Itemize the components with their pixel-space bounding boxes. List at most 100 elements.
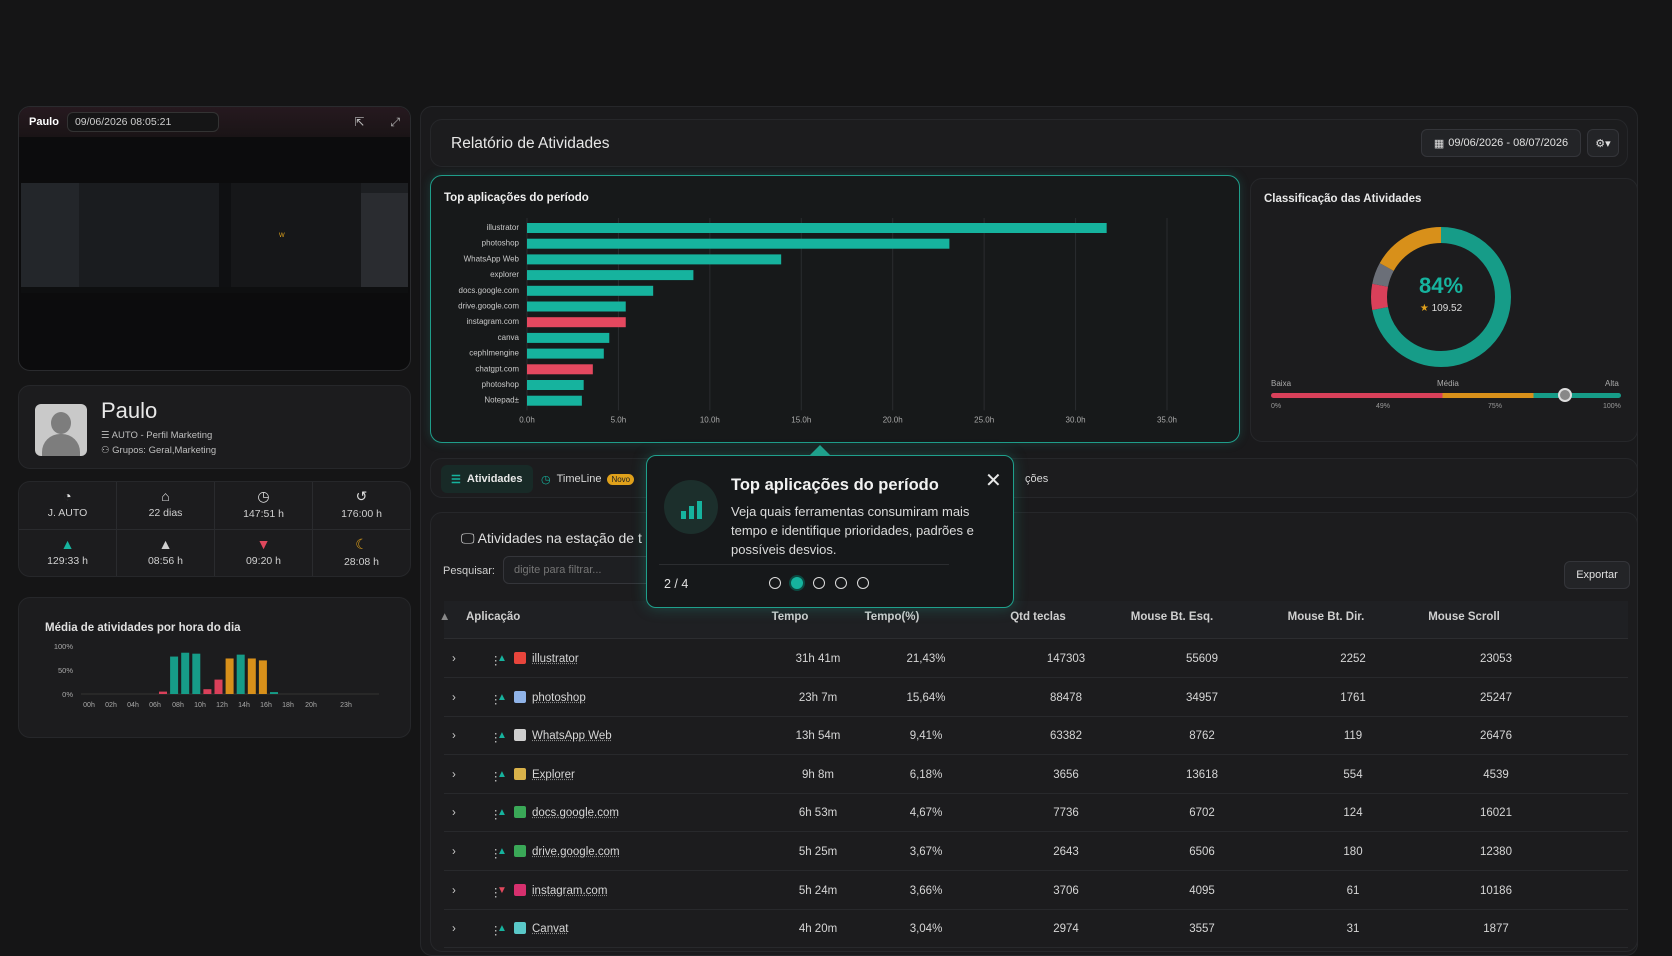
table-row[interactable]: › ⋮ ▲ docs.google.com 6h 53m 4,67% 7736 6702 124… [444,794,1628,832]
bar[interactable] [527,239,949,249]
x-tick-label: 30.0h [1066,415,1086,424]
thumbs-up-icon[interactable]: ▲ [497,653,507,664]
hour-bar[interactable] [226,658,234,694]
thumbs-up-icon[interactable]: ▲ [497,769,507,780]
gear-icon: ⚙▾ [1595,137,1610,150]
step-dot[interactable] [769,577,781,589]
app-name[interactable]: illustrator [532,653,579,665]
close-icon[interactable]: ✕ [985,468,1002,493]
table-row[interactable]: › ⋮ ▲ drive.google.com 5h 25m 3,67% 2643 6506 18… [444,833,1628,871]
app-name[interactable]: instagram.com [532,885,607,897]
stats-grid: ◔ J. AUTO ⌂ 22 dias ◷ 147:51 h ↺ 176:00 h ▲ 129:3… [18,481,411,577]
hour-bar[interactable] [237,655,245,694]
app-name[interactable]: WhatsApp Web [532,730,612,742]
step-dot[interactable] [857,577,869,589]
expand-chevron-icon[interactable]: › [452,769,456,781]
category-label: photoshop [482,239,520,248]
table-row[interactable]: › ⋮ ▲ photoshop 23h 7m 15,64% 88478 34957 1761 25… [444,679,1628,717]
column-header[interactable]: Mouse Bt. Esq. [1112,611,1232,623]
step-dot[interactable] [791,577,803,589]
app-name[interactable]: docs.google.com [532,807,619,819]
bar[interactable] [527,333,609,343]
hour-bar[interactable] [259,660,267,694]
bar[interactable] [527,364,593,374]
stat-history: ↺ 176:00 h [313,482,411,530]
thumbs-up-icon[interactable]: ▲ [497,807,507,818]
bar[interactable] [527,223,1107,233]
thumbs-up-icon[interactable]: ▲ [497,846,507,857]
cell-pct: 4,67% [866,807,986,819]
column-header[interactable]: Mouse Scroll [1404,611,1524,623]
bar[interactable] [527,254,781,264]
bar[interactable] [527,270,693,280]
screenshot-thumbnail[interactable]: W [21,183,408,293]
app-name[interactable]: Canvat [532,923,568,935]
app-name[interactable]: drive.google.com [532,846,620,858]
expand-chevron-icon[interactable]: › [452,807,456,819]
open-external-icon[interactable]: ⇱ [354,115,364,129]
bar[interactable] [527,286,653,296]
expand-chevron-icon[interactable]: › [452,730,456,742]
expand-chevron-icon[interactable]: › [452,692,456,704]
hour-bar[interactable] [170,657,178,694]
column-header[interactable]: Tempo(%) [832,611,952,623]
hour-bar[interactable] [248,658,256,694]
scale-high: Alta [1605,379,1619,388]
profile-icon: ☰ [101,430,112,441]
bar[interactable] [527,380,584,390]
tab-timeline[interactable]: ◷ TimeLine Novo [531,465,644,493]
thumbs-up-icon[interactable]: ▲ [497,923,507,934]
table-row[interactable]: › ⋮ ▲ WhatsApp Web 13h 54m 9,41% 63382 8762 119 2… [444,717,1628,755]
bar[interactable] [527,302,626,312]
step-dot[interactable] [835,577,847,589]
clock-icon: ◷ [215,488,312,505]
column-header[interactable]: Aplicação [466,611,520,623]
table-row[interactable]: › ⋮ ▲ Canvat 4h 20m 3,04% 2974 3557 31 1877 [444,910,1628,948]
bar[interactable] [527,317,626,327]
tab-other[interactable]: ções [1015,465,1058,493]
bar[interactable] [527,396,582,406]
hour-bar[interactable] [215,680,223,694]
cell-pct: 15,64% [866,692,986,704]
app-name[interactable]: photoshop [532,692,586,704]
column-header[interactable]: Qtd teclas [978,611,1098,623]
hour-bar[interactable] [192,654,200,694]
hour-bar[interactable] [159,692,167,694]
thumbs-down-icon[interactable]: ▼ [497,885,507,896]
tab-activities[interactable]: ☰ Atividades [441,465,533,493]
x-tick-label: 20.0h [883,415,903,424]
step-dot[interactable] [813,577,825,589]
x-tick-label: 35.0h [1157,415,1177,424]
table-row[interactable]: › ⋮ ▲ Explorer 9h 8m 6,18% 3656 13618 554 4539 [444,756,1628,794]
tour-popup: Top aplicações do período Veja quais fer… [646,455,1014,608]
hour-bar[interactable] [270,692,278,694]
calendar-icon: ▦ [1434,137,1444,150]
settings-dropdown[interactable]: ⚙▾ [1587,129,1619,157]
expand-chevron-icon[interactable]: › [452,923,456,935]
expand-chevron-icon[interactable]: › [452,885,456,897]
category-label: explorer [490,270,519,279]
column-header[interactable]: Mouse Bt. Dir. [1266,611,1386,623]
whatsapp-icon [514,729,526,741]
hour-bar[interactable] [203,689,211,694]
expand-chevron-icon[interactable]: › [452,653,456,665]
date-range-picker[interactable]: ▦ 09/06/2026 - 08/07/2026 [1421,129,1581,157]
x-tick-label: 06h [149,702,161,709]
scale-knob[interactable] [1558,388,1572,402]
profile-line: AUTO - Perfil Marketing [112,430,213,441]
expand-chevron-icon[interactable]: › [452,846,456,858]
expand-icon[interactable]: ⤢ [390,115,400,130]
sort-icon[interactable]: ▲ [439,611,450,623]
star-icon: ★ [1420,303,1432,314]
app-name[interactable]: Explorer [532,769,575,781]
bar[interactable] [527,349,604,359]
scale-tick: 75% [1488,403,1502,410]
thumbs-up-icon[interactable]: ▲ [497,692,507,703]
cell-scroll: 26476 [1436,730,1556,742]
tab-activities-label: Atividades [467,473,523,485]
table-row[interactable]: › ⋮ ▼ instagram.com 5h 24m 3,66% 3706 4095 61 101… [444,872,1628,910]
hour-bar[interactable] [181,653,189,694]
table-row[interactable]: › ⋮ ▲ illustrator 31h 41m 21,43% 147303 55609 22… [444,640,1628,678]
thumbs-up-icon[interactable]: ▲ [497,730,507,741]
export-button[interactable]: Exportar [1564,561,1630,589]
